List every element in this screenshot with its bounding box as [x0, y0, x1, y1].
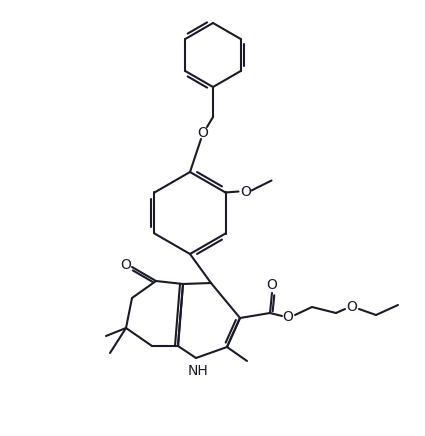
- Text: O: O: [121, 258, 131, 272]
- Text: O: O: [346, 300, 357, 314]
- Text: O: O: [240, 184, 251, 198]
- Text: O: O: [283, 310, 293, 324]
- Text: O: O: [198, 126, 208, 140]
- Text: O: O: [266, 278, 278, 292]
- Text: NH: NH: [187, 364, 208, 378]
